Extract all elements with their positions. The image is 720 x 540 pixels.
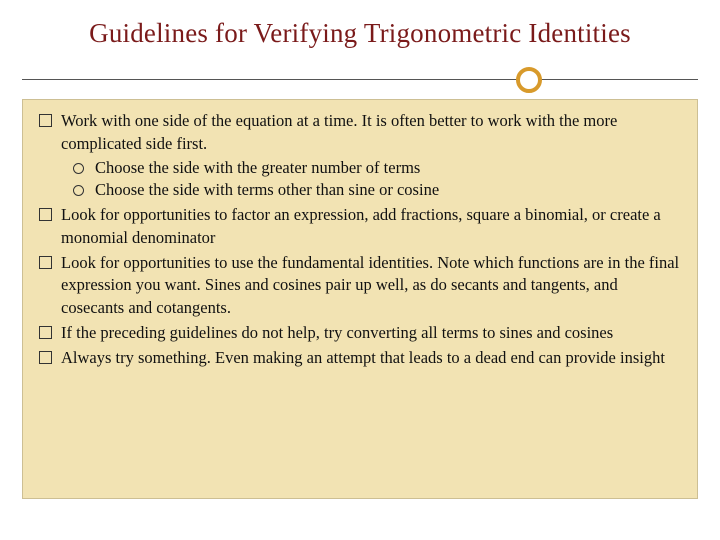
sub-list: Choose the side with the greater number … [61, 157, 681, 203]
bullet-item: If the preceding guidelines do not help,… [39, 322, 681, 345]
bullet-text: If the preceding guidelines do not help,… [61, 323, 613, 342]
bullet-text: Look for opportunities to use the fundam… [61, 253, 679, 318]
bullet-text: Work with one side of the equation at a … [61, 111, 617, 153]
bullet-item: Always try something. Even making an att… [39, 347, 681, 370]
divider-line [22, 79, 698, 80]
divider-ring-icon [516, 67, 542, 93]
bullet-item: Work with one side of the equation at a … [39, 110, 681, 202]
divider [22, 67, 698, 93]
slide: Guidelines for Verifying Trigonometric I… [0, 0, 720, 540]
content-box: Work with one side of the equation at a … [22, 99, 698, 499]
sub-bullet-item: Choose the side with the greater number … [69, 157, 681, 180]
sub-bullet-item: Choose the side with terms other than si… [69, 179, 681, 202]
sub-bullet-text: Choose the side with terms other than si… [95, 180, 439, 199]
bullet-item: Look for opportunities to factor an expr… [39, 204, 681, 250]
sub-bullet-text: Choose the side with the greater number … [95, 158, 420, 177]
bullet-list: Work with one side of the equation at a … [39, 110, 681, 369]
bullet-item: Look for opportunities to use the fundam… [39, 252, 681, 320]
slide-title: Guidelines for Verifying Trigonometric I… [22, 18, 698, 49]
bullet-text: Look for opportunities to factor an expr… [61, 205, 661, 247]
bullet-text: Always try something. Even making an att… [61, 348, 665, 367]
